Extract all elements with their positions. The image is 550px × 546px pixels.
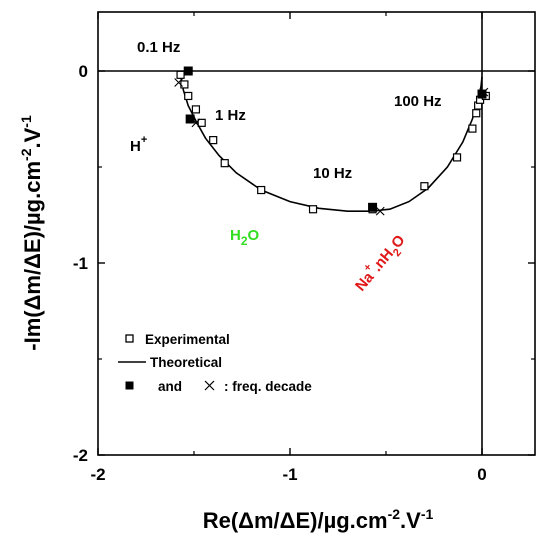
x-title-sup1: -2: [388, 506, 401, 522]
na-o: O: [388, 232, 409, 252]
legend-experimental-marker: [125, 334, 134, 343]
y-title-main: -Im(Δm/ΔE)/µg.cm: [20, 161, 45, 351]
freq-decade-cross: [479, 87, 489, 97]
experimental-point: [420, 182, 429, 191]
legend: Experimental Theoretical and : freq. dec…: [118, 332, 312, 394]
x-axis-title: Re(Δm/ΔE)/µg.cm-2.V-1: [203, 506, 434, 533]
na-base: Na: [352, 268, 378, 294]
y-title-sup1: -2: [18, 148, 34, 161]
y-title-mid: .V: [20, 127, 45, 148]
annotation-0.1hz: 0.1 Hz: [137, 39, 180, 56]
cross-stroke: [479, 87, 489, 97]
experimental-point: [308, 205, 318, 214]
data-points: [174, 66, 490, 216]
x-tick-label: -1: [282, 465, 297, 484]
legend-theoretical-label: Theoretical: [150, 355, 222, 370]
x-tick-label: -2: [90, 465, 105, 484]
freq-decade-cross: [174, 78, 184, 87]
cross-stroke: [174, 78, 184, 87]
x-title-mid: .V: [400, 508, 421, 533]
freq-decade-square: [368, 202, 378, 212]
annotation-10hz: 10 Hz: [313, 165, 352, 182]
tick-labels: -2 -1 0 0 -1 -2: [73, 62, 487, 484]
legend-cross-marker: [204, 380, 215, 391]
experimental-point: [257, 185, 266, 195]
experimental-point: [176, 70, 185, 79]
x-tick-label: 0: [477, 465, 486, 484]
experimental-point: [472, 109, 481, 118]
legend-and-label: and: [158, 379, 182, 394]
experimental-point: [220, 159, 229, 168]
annotation-na-nh2o: Na+.nH2O: [349, 229, 412, 297]
x-title-sup2: -1: [421, 506, 434, 522]
cross-stroke: [191, 118, 201, 128]
y-axis-title: -Im(Δm/ΔE)/µg.cm-2.V-1: [18, 115, 45, 351]
experimental-point: [184, 91, 193, 101]
h2o-h: H: [230, 227, 241, 244]
y-tick-label: -1: [73, 254, 88, 273]
experimental-point: [180, 80, 189, 89]
freq-decade-square: [183, 66, 193, 76]
freq-decade-square: [185, 114, 195, 124]
y-tick-label: -2: [73, 446, 88, 465]
x-title-main: Re(Δm/ΔE)/µg.cm: [203, 508, 388, 533]
cross-stroke: [375, 206, 385, 216]
y-title-sup2: -1: [18, 115, 34, 128]
h-plus-sup: +: [141, 134, 147, 146]
legend-experimental-label: Experimental: [145, 332, 230, 347]
h2o-sub: 2: [241, 234, 248, 248]
experimental-point: [197, 118, 206, 127]
h2o-o: O: [248, 227, 260, 244]
experimental-point: [468, 124, 477, 133]
freq-decade-cross: [375, 206, 385, 216]
legend-freq-label: : freq. decade: [224, 379, 312, 394]
annotation-100hz: 100 Hz: [394, 93, 442, 110]
legend-filled-marker: [125, 381, 134, 390]
experimental-point: [191, 105, 201, 114]
experimental-point: [209, 136, 218, 145]
freq-decade-cross: [191, 118, 201, 128]
experimental-point: [452, 153, 462, 162]
y-tick-label: 0: [79, 62, 88, 81]
annotation-1hz: 1 Hz: [215, 107, 246, 124]
annotation-h-plus: H+: [130, 134, 147, 155]
h-plus-base: H: [130, 138, 141, 155]
annotation-h2o: H2O: [230, 227, 260, 248]
axis-ticks: [97, 12, 535, 456]
plot-frame: [97, 11, 536, 456]
